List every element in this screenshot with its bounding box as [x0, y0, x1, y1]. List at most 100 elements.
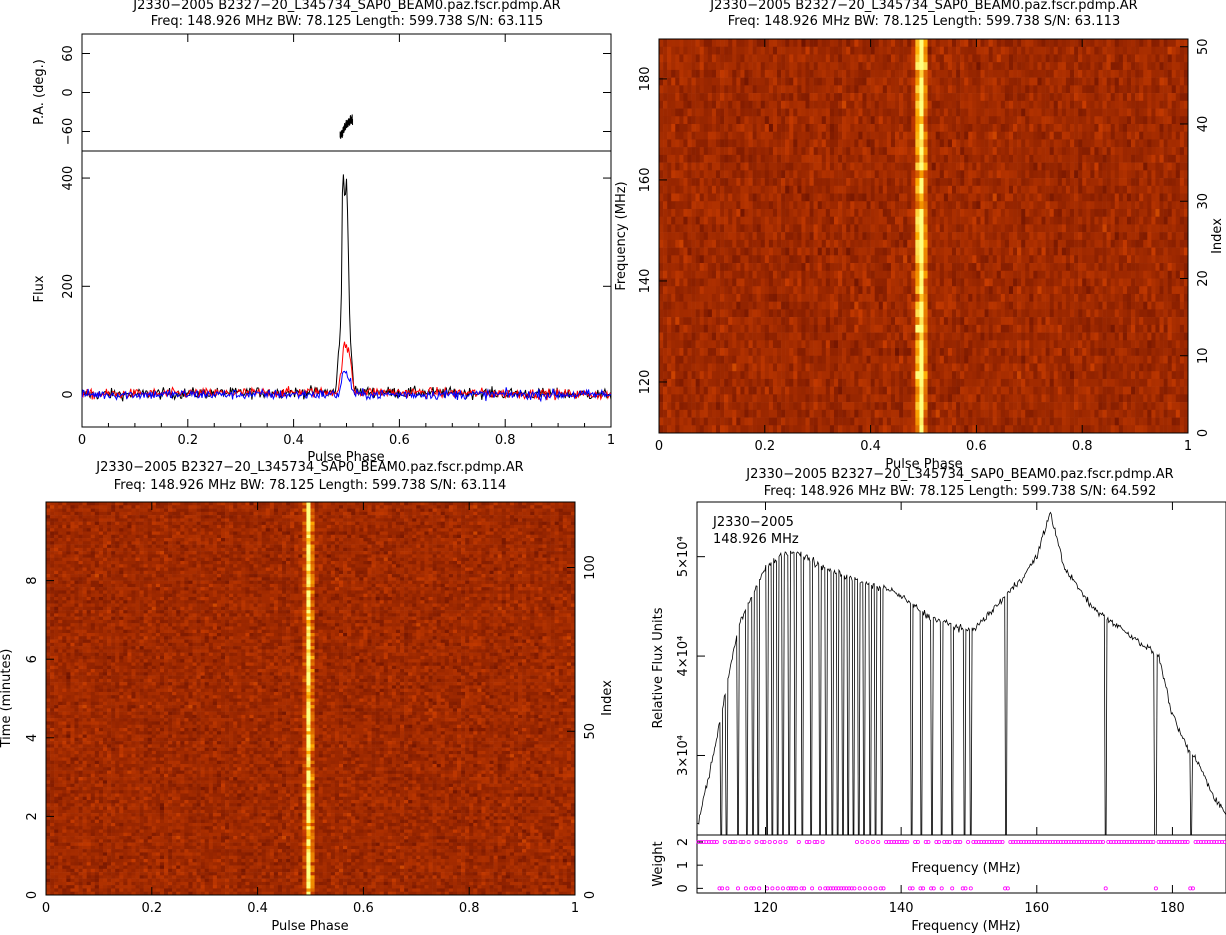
freq-phase-cell [1013, 132, 1017, 140]
freq-phase-cell [1160, 217, 1164, 225]
freq-phase-cell [1001, 271, 1005, 279]
freq-phase-cell [663, 217, 667, 225]
freq-phase-cell [704, 201, 708, 209]
freq-phase-cell [858, 109, 862, 117]
freq-phase-cell [1119, 170, 1123, 178]
freq-phase-cell [683, 178, 687, 186]
freq-phase-cell [1160, 39, 1164, 47]
freq-phase-cell [1017, 124, 1021, 132]
freq-phase-cell [1147, 116, 1151, 124]
freq-phase-cell [692, 186, 696, 194]
freq-phase-cell [716, 309, 720, 317]
freq-phase-cell [765, 302, 769, 310]
freq-phase-cell [810, 39, 814, 47]
freq-phase-cell [993, 263, 997, 271]
freq-phase-cell [1086, 163, 1090, 171]
freq-phase-cell [749, 271, 753, 279]
freq-phase-cell [1054, 240, 1058, 248]
freq-phase-cell [700, 101, 704, 109]
freq-phase-cell [924, 302, 928, 310]
freq-phase-cell [712, 286, 716, 294]
freq-phase-cell [1054, 132, 1058, 140]
freq-phase-cell [781, 201, 785, 209]
freq-phase-cell [810, 124, 814, 132]
freq-phase-cell [919, 178, 923, 186]
freq-phase-cell [1147, 109, 1151, 117]
freq-phase-cell [993, 255, 997, 263]
freq-phase-cell [793, 62, 797, 70]
freq-phase-cell [1017, 70, 1021, 78]
freq-phase-cell [826, 163, 830, 171]
freq-phase-cell [1123, 271, 1127, 279]
freq-phase-cell [761, 124, 765, 132]
freq-phase-cell [749, 186, 753, 194]
freq-phase-cell [683, 186, 687, 194]
freq-phase-cell [915, 217, 919, 225]
freq-phase-cell [818, 78, 822, 86]
freq-phase-cell [1098, 170, 1102, 178]
freq-phase-cell [1103, 47, 1107, 55]
freq-phase-cell [773, 302, 777, 310]
freq-phase-cell [1021, 286, 1025, 294]
freq-phase-cell [989, 85, 993, 93]
freq-phase-cell [834, 255, 838, 263]
freq-phase-cell [801, 248, 805, 256]
freq-phase-cell [716, 325, 720, 333]
freq-phase-cell [1160, 170, 1164, 178]
freq-phase-cell [952, 170, 956, 178]
freq-phase-cell [769, 271, 773, 279]
freq-phase-cell [924, 109, 928, 117]
freq-phase-cell [744, 139, 748, 147]
freq-phase-cell [1111, 85, 1115, 93]
freq-phase-cell [716, 248, 720, 256]
freq-phase-cell [736, 194, 740, 202]
freq-phase-cell [1025, 201, 1029, 209]
freq-phase-cell [1135, 155, 1139, 163]
freq-phase-cell [797, 294, 801, 302]
freq-phase-cell [740, 325, 744, 333]
freq-phase-cell [1151, 93, 1155, 101]
freq-phase-cell [1107, 186, 1111, 194]
freq-phase-cell [948, 186, 952, 194]
freq-phase-cell [985, 163, 989, 171]
freq-phase-cell [793, 194, 797, 202]
freq-phase-cell [1054, 224, 1058, 232]
freq-phase-cell [1033, 101, 1037, 109]
profile-x-tick-label: 0.2 [177, 433, 198, 448]
freq-phase-cell [1115, 286, 1119, 294]
freq-phase-cell [1180, 70, 1184, 78]
freq-phase-cell [1078, 47, 1082, 55]
freq-phase-cell [972, 201, 976, 209]
freq-phase-cell [728, 85, 732, 93]
freq-phase-cell [1070, 147, 1074, 155]
freq-phase-cell [1180, 147, 1184, 155]
freq-phase-cell [724, 201, 728, 209]
freq-phase-cell [854, 39, 858, 47]
freq-phase-cell [777, 163, 781, 171]
freq-phase-cell [732, 217, 736, 225]
freq-phase-cell [753, 271, 757, 279]
freq-phase-cell [1094, 217, 1098, 225]
freq-phase-cell [818, 263, 822, 271]
freq-phase-cell [976, 186, 980, 194]
freq-phase-cell [769, 116, 773, 124]
freq-phase-cell [1119, 217, 1123, 225]
freq-phase-cell [842, 201, 846, 209]
freq-phase-cell [915, 186, 919, 194]
freq-phase-cell [1017, 224, 1021, 232]
freq-phase-cell [744, 54, 748, 62]
freq-phase-cell [1050, 116, 1054, 124]
freq-phase-cell [663, 209, 667, 217]
freq-phase-cell [1062, 178, 1066, 186]
freq-phase-cell [785, 132, 789, 140]
freq-phase-cell [728, 209, 732, 217]
freq-phase-cell [875, 271, 879, 279]
freq-phase-cell [692, 302, 696, 310]
freq-phase-cell [858, 224, 862, 232]
freq-phase-cell [985, 317, 989, 325]
freq-phase-cell [826, 309, 830, 317]
freq-phase-cell [903, 170, 907, 178]
freq-phase-cell [989, 139, 993, 147]
freq-phase-cell [1098, 278, 1102, 286]
freq-phase-cell [883, 294, 887, 302]
